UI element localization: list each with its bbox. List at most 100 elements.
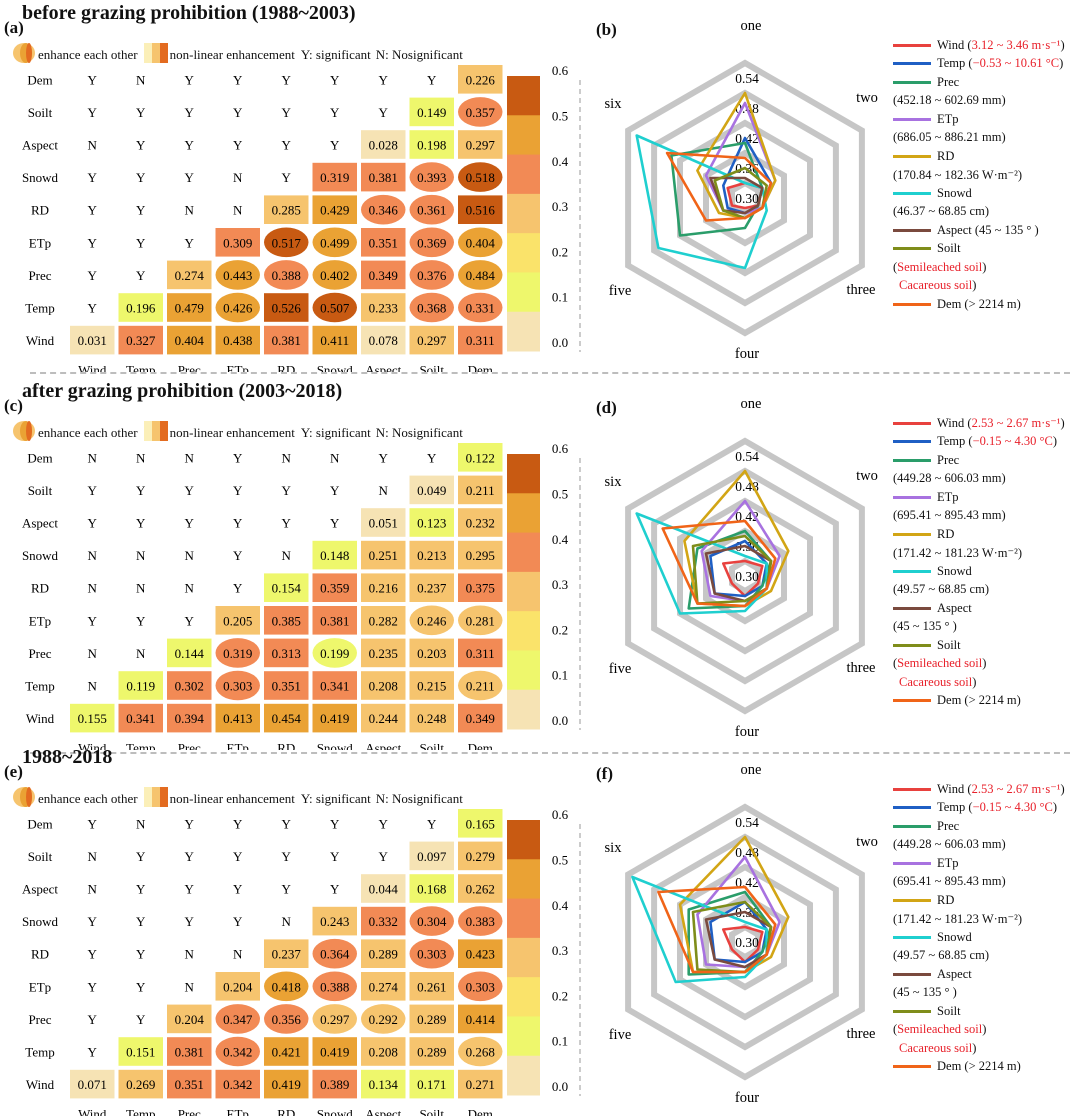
heatmap-sig-mark: Y: [136, 105, 146, 120]
legend-text: Soilt: [937, 241, 961, 256]
heatmap-cell-value: 0.423: [466, 947, 495, 962]
heatmap-sig-mark: N: [136, 548, 146, 563]
legend-item: (452.18 ~ 602.69 mm): [893, 92, 1079, 111]
heatmap-sig-mark: Y: [282, 105, 292, 120]
heatmap-sig-mark: Y: [233, 816, 243, 831]
heatmap-cell-value: 0.341: [126, 711, 155, 726]
heatmap-cell-value: 0.388: [272, 268, 301, 283]
heatmap-cell-value: 0.393: [417, 170, 446, 185]
legend-item: Temp (−0.15 ~ 4.30 °C): [893, 433, 1079, 452]
heatmap-cell-value: 0.279: [466, 849, 495, 864]
heatmap-cell-value: 0.368: [417, 301, 446, 316]
heatmap-cell-value: 0.361: [417, 203, 446, 218]
radar-ring-label: 0.48: [735, 479, 759, 494]
heatmap-cell: [409, 573, 454, 602]
heatmap-sig-mark: Y: [282, 170, 292, 185]
heatmap-col-label: Aspect: [365, 740, 401, 750]
radar-axis-label: two: [856, 834, 878, 850]
heatmap-cell-value: 0.429: [320, 203, 349, 218]
heatmap-sig-mark: Y: [88, 301, 98, 316]
heatmap-sig-mark: Y: [88, 170, 98, 185]
panel-label-a: (a): [4, 18, 24, 37]
heatmap-col-label: ETp: [227, 740, 249, 750]
legend-item: Dem (> 2214 m): [893, 692, 1079, 711]
heatmap-cell-value: 0.438: [223, 333, 252, 348]
heatmap-sig-mark: Y: [379, 849, 389, 864]
heatmap-sig-mark: N: [185, 581, 195, 596]
heatmap-cell-value: 0.313: [272, 646, 301, 661]
legend-item: (449.28 ~ 606.03 mm): [893, 470, 1079, 489]
heatmap-cell-ellipse: [215, 638, 260, 668]
legend-text: Prec: [937, 818, 960, 833]
non-linear-enhancement-icon: [143, 420, 168, 446]
heatmap-cell: [361, 293, 406, 322]
heatmap-cell: [167, 1004, 212, 1034]
heatmap-cell-ellipse: [458, 162, 503, 192]
heatmap-row-label: Dem: [27, 450, 52, 465]
legend-text: ETp: [937, 111, 959, 126]
heatmap-cell-value: 0.051: [369, 516, 398, 531]
heatmap-cell: [70, 1069, 115, 1099]
legend-swatch: [893, 62, 931, 66]
legend-item: (686.05 ~ 886.21 mm): [893, 129, 1079, 148]
heatmap-sig-mark: N: [136, 450, 146, 465]
heatmap-row-label: RD: [31, 203, 49, 218]
heatmap-a-legend: enhance each other non-linear enhancemen…: [12, 42, 463, 68]
heatmap-sig-mark: N: [136, 646, 146, 661]
colorbar-tick: 0.4: [552, 532, 569, 547]
colorbar-tick: 0.2: [552, 988, 568, 1003]
heatmap-cell-value: 0.381: [369, 170, 398, 185]
heatmap-sig-mark: Y: [185, 235, 195, 250]
legend-item: RD: [893, 891, 1079, 910]
heatmap-sig-mark: N: [379, 483, 389, 498]
heatmap-cell: [118, 1069, 163, 1099]
colorbar-tick: 0.0: [552, 335, 568, 350]
heatmap-cell-value: 0.211: [466, 679, 495, 694]
heatmap-cell: [409, 841, 454, 871]
heatmap-cell: [361, 671, 406, 700]
heatmap-cell-value: 0.526: [272, 301, 302, 316]
legend-item: (46.37 ~ 68.85 cm): [893, 203, 1079, 222]
legend-swatch: [893, 458, 931, 462]
colorbar-tick: 0.2: [552, 244, 568, 259]
legend-text: Soilt: [937, 637, 961, 652]
heatmap-cell-value: 0.419: [272, 1077, 301, 1092]
heatmap-cell-value: 0.342: [223, 1077, 252, 1092]
heatmap-cell-value: 0.213: [417, 548, 446, 563]
radar-axis-label: five: [609, 661, 632, 677]
legend-text: (45 ~ 135 ° ): [893, 985, 957, 1000]
legend-swatch: [893, 824, 931, 828]
heatmap-a-title: before grazing prohibition (1988~2003): [22, 2, 356, 24]
heatmap-cell-value: 0.289: [369, 947, 398, 962]
legend-item: Aspect: [893, 599, 1079, 618]
colorbar-tick: 0.6: [552, 63, 569, 78]
heatmap-cell-value: 0.204: [223, 979, 253, 994]
colorbar-tick: 0.1: [552, 290, 568, 305]
heatmap-cell-value: 0.216: [369, 581, 399, 596]
heatmap-cell-value: 0.359: [320, 581, 349, 596]
legend-significant-label: Y: significant: [300, 425, 371, 440]
heatmap-cell-ellipse: [458, 906, 503, 936]
heatmap-sig-mark: Y: [330, 483, 340, 498]
legend-item: Prec: [893, 817, 1079, 836]
heatmap-cell-value: 0.413: [223, 711, 252, 726]
heatmap-cell-ellipse: [409, 227, 454, 258]
heatmap-cell-value: 0.303: [417, 947, 446, 962]
heatmap-sig-mark: N: [88, 450, 98, 465]
radar-axis-label: five: [609, 283, 632, 299]
colorbar-segment: [507, 193, 540, 234]
heatmap-sig-mark: Y: [88, 1012, 98, 1027]
heatmap-cell: [409, 130, 454, 159]
legend-text: (695.41 ~ 895.43 mm): [893, 874, 1006, 889]
heatmap-sig-mark: Y: [330, 849, 340, 864]
legend-range: Cacareous soil: [899, 1040, 973, 1055]
legend-item: ETp: [893, 488, 1079, 507]
heatmap-sig-mark: Y: [88, 203, 98, 218]
heatmap-cell: [361, 130, 406, 159]
legend-item: (49.57 ~ 68.85 cm): [893, 947, 1079, 966]
radar-ring: [625, 803, 865, 1081]
heatmap-sig-mark: Y: [185, 849, 195, 864]
colorbar-segment: [507, 272, 540, 313]
legend-text: Prec: [937, 452, 960, 467]
colorbar-segment: [507, 937, 540, 978]
